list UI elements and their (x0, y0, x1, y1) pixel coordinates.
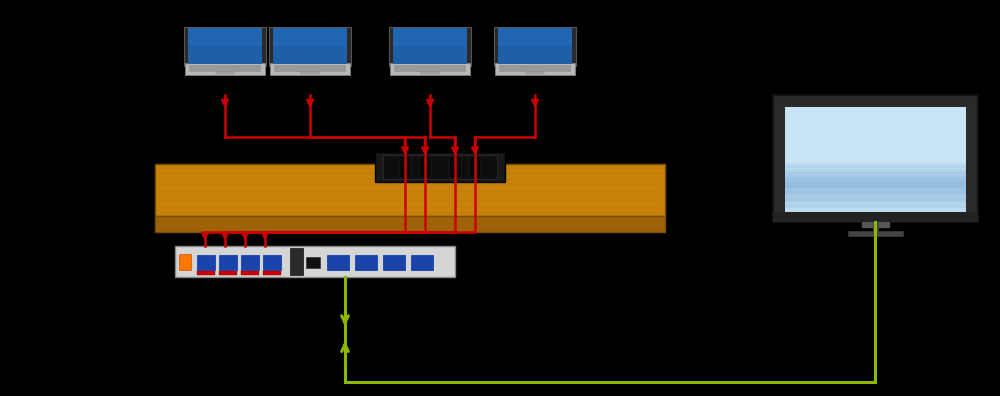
Bar (785, 164, 966, 168)
Bar (219, 255, 237, 270)
Bar (197, 271, 215, 275)
Bar (393, 28, 467, 64)
Polygon shape (155, 164, 665, 216)
Bar (175, 246, 455, 277)
Bar (499, 65, 571, 72)
Bar (185, 63, 265, 75)
Bar (355, 255, 377, 270)
Bar (273, 28, 347, 64)
Bar (390, 64, 470, 65)
Bar (301, 72, 319, 74)
Bar (375, 152, 505, 182)
Bar (495, 63, 575, 75)
Bar (449, 156, 461, 178)
Bar (274, 65, 346, 72)
Bar (185, 64, 265, 65)
Bar (785, 182, 966, 215)
Bar (498, 28, 572, 46)
Bar (495, 64, 575, 65)
Bar (785, 174, 966, 194)
Bar (469, 156, 481, 178)
Bar (785, 177, 966, 201)
Bar (773, 212, 978, 222)
Bar (785, 166, 966, 174)
Bar (219, 271, 237, 275)
Bar (270, 63, 350, 75)
Bar (394, 65, 466, 72)
Bar (785, 169, 966, 181)
Bar (383, 255, 405, 270)
Bar (189, 65, 261, 72)
Bar (290, 248, 303, 275)
Bar (188, 28, 262, 64)
Bar (419, 156, 431, 178)
Bar (188, 28, 262, 46)
Bar (399, 156, 411, 178)
Bar (411, 255, 433, 270)
Bar (390, 63, 470, 75)
FancyBboxPatch shape (389, 27, 471, 66)
Bar (273, 28, 347, 46)
Bar (263, 271, 281, 275)
Bar (306, 257, 320, 268)
FancyBboxPatch shape (184, 27, 266, 66)
Bar (263, 255, 281, 270)
Bar (785, 171, 966, 188)
Bar (270, 64, 350, 65)
Bar (241, 271, 259, 275)
Bar (216, 72, 234, 74)
Bar (785, 107, 966, 215)
Bar (785, 180, 966, 208)
Bar (179, 254, 191, 270)
Bar (197, 255, 215, 270)
Bar (773, 95, 978, 222)
Polygon shape (155, 216, 665, 232)
Bar (498, 28, 572, 64)
Bar (327, 255, 349, 270)
Bar (393, 28, 467, 46)
Bar (526, 72, 544, 74)
FancyBboxPatch shape (269, 27, 351, 66)
Bar (421, 72, 439, 74)
Bar (241, 255, 259, 270)
FancyBboxPatch shape (494, 27, 576, 66)
Bar (383, 155, 497, 179)
